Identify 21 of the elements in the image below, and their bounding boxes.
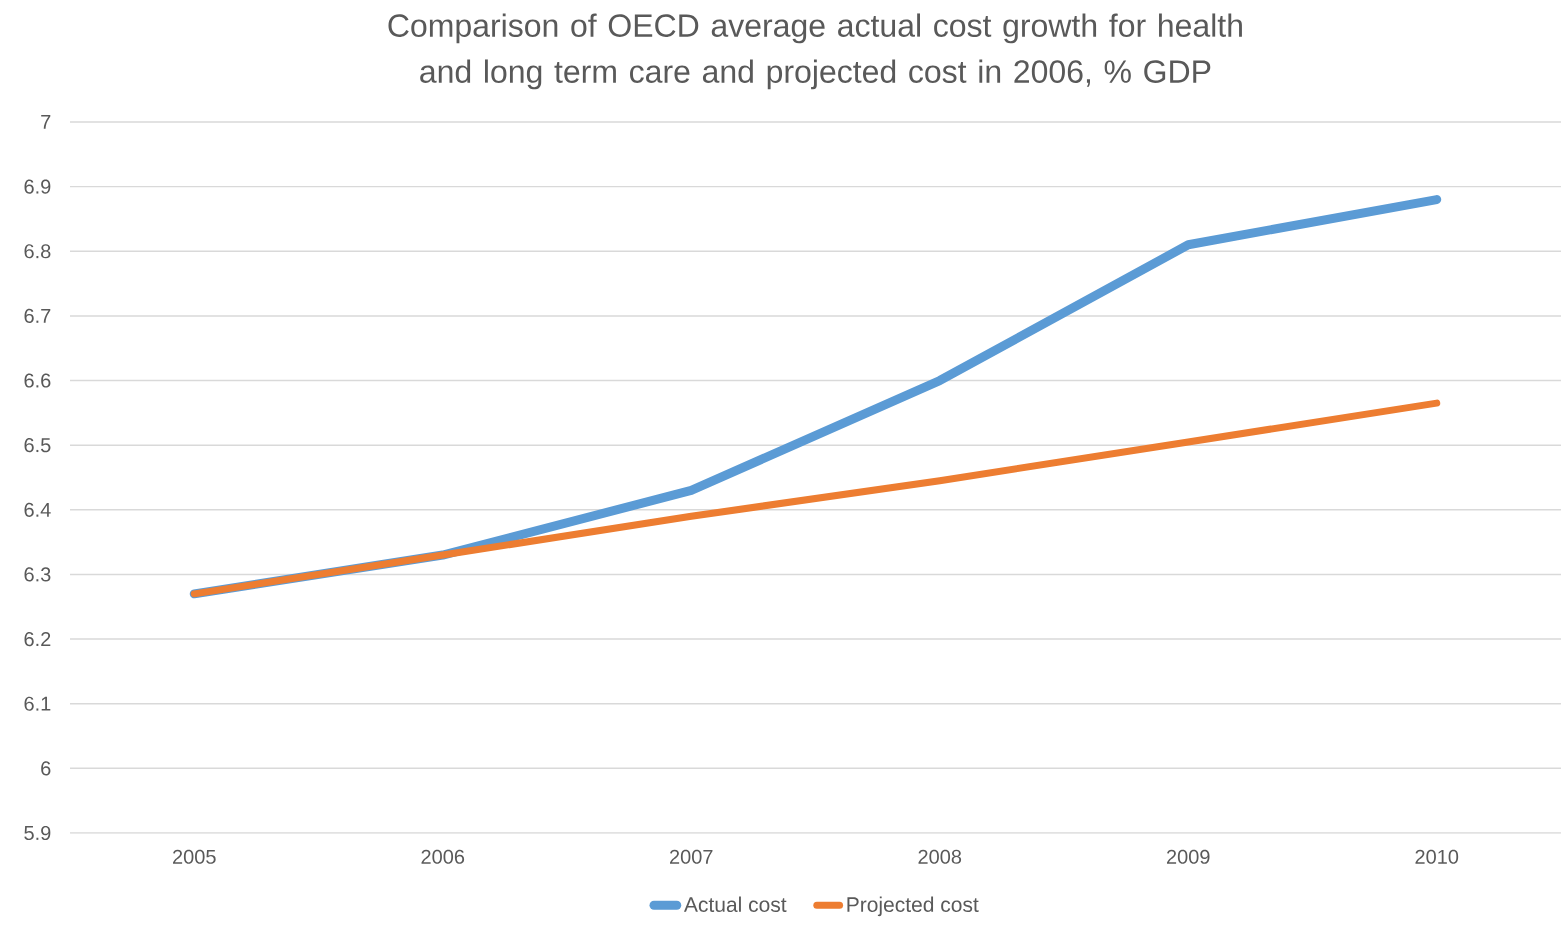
y-tick-label: 6.1 — [24, 696, 51, 711]
x-tick-label: 2006 — [421, 849, 465, 864]
y-tick-label: 6.3 — [24, 567, 51, 582]
y-tick-label: 6 — [41, 761, 51, 776]
chart-title: Comparison of OECD average actual cost growth for health and long term care and projected cost in 2006, % GDP — [388, 13, 1242, 90]
y-tick-label: 6.8 — [24, 244, 51, 259]
y-tick-label: 6.6 — [24, 373, 51, 388]
y-tick-label: 5.9 — [24, 825, 51, 841]
legend-label: Projected cost — [847, 896, 979, 917]
x-tick-label: 2009 — [1166, 849, 1210, 864]
x-tick-label: 2008 — [918, 849, 962, 864]
x-tick-label: 2010 — [1415, 849, 1459, 864]
x-tick-label: 2007 — [670, 849, 713, 864]
y-tick-label: 6.7 — [24, 308, 51, 323]
y-tick-label: 6.9 — [24, 179, 51, 194]
y-tick-label: 6.5 — [24, 438, 51, 453]
legend-label: Actual cost — [683, 896, 787, 913]
y-tick-label: 6.4 — [24, 502, 51, 517]
y-tick-label: 6.2 — [24, 631, 51, 647]
x-tick-label: 2005 — [173, 849, 216, 864]
y-tick-label: 7 — [41, 115, 51, 129]
